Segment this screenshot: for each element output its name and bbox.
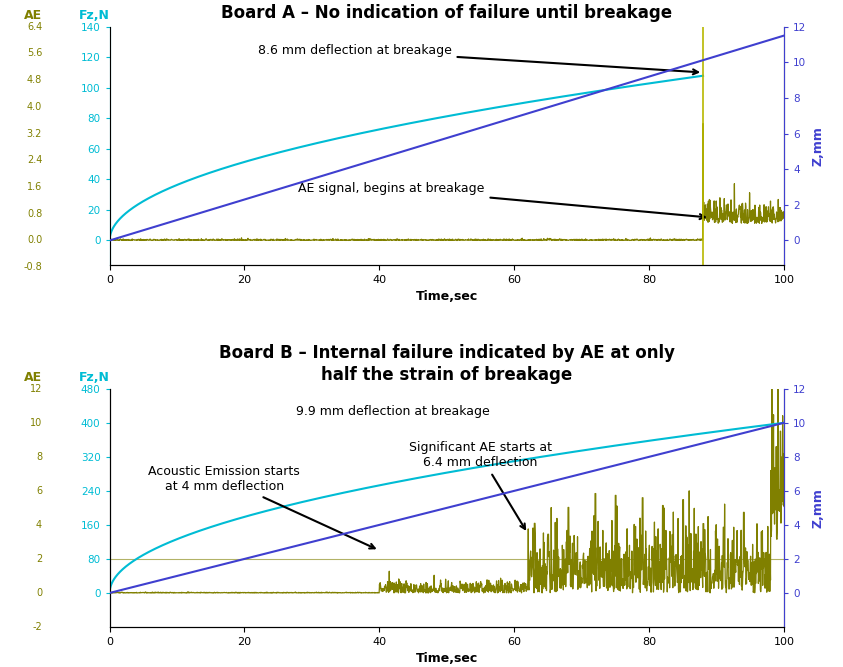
Text: 3.2: 3.2 [27, 129, 42, 139]
Text: 9.9 mm deflection at breakage: 9.9 mm deflection at breakage [296, 406, 490, 418]
Text: 4: 4 [36, 520, 42, 530]
Text: Acoustic Emission starts
at 4 mm deflection: Acoustic Emission starts at 4 mm deflect… [148, 466, 374, 548]
Text: -2: -2 [32, 622, 42, 632]
Text: 12: 12 [30, 384, 42, 394]
Text: -0.8: -0.8 [24, 262, 42, 272]
Text: 6.4: 6.4 [27, 22, 42, 31]
Text: 2.4: 2.4 [27, 155, 42, 165]
Text: AE: AE [24, 371, 42, 384]
Text: 6: 6 [36, 486, 42, 496]
Text: 10: 10 [30, 418, 42, 428]
Text: Fz,N: Fz,N [79, 9, 110, 22]
Text: 2: 2 [36, 554, 42, 564]
Y-axis label: Z,mm: Z,mm [812, 488, 824, 528]
Text: 0: 0 [36, 588, 42, 598]
Y-axis label: Z,mm: Z,mm [812, 126, 824, 165]
Text: AE: AE [24, 9, 42, 22]
Text: 8.6 mm deflection at breakage: 8.6 mm deflection at breakage [258, 44, 698, 74]
Text: 1.6: 1.6 [27, 182, 42, 192]
X-axis label: Time,sec: Time,sec [416, 652, 478, 665]
Text: 5.6: 5.6 [27, 49, 42, 59]
X-axis label: Time,sec: Time,sec [416, 290, 478, 303]
Text: 0.8: 0.8 [27, 209, 42, 219]
Text: 4.0: 4.0 [27, 102, 42, 112]
Title: Board A – No indication of failure until breakage: Board A – No indication of failure until… [221, 5, 673, 23]
Text: AE signal, begins at breakage: AE signal, begins at breakage [298, 182, 705, 219]
Text: Fz,N: Fz,N [79, 371, 110, 384]
Title: Board B – Internal failure indicated by AE at only
half the strain of breakage: Board B – Internal failure indicated by … [219, 344, 674, 384]
Text: 8: 8 [36, 452, 42, 462]
Text: 4.8: 4.8 [27, 75, 42, 85]
Text: Significant AE starts at
6.4 mm deflection: Significant AE starts at 6.4 mm deflecti… [409, 442, 552, 529]
Text: 0.0: 0.0 [27, 235, 42, 245]
